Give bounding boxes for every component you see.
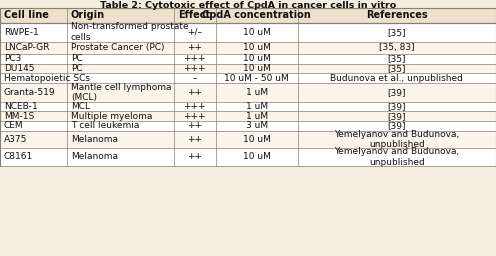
Text: References: References — [366, 10, 428, 20]
Text: A375: A375 — [4, 135, 27, 144]
Text: [35, 83]: [35, 83] — [379, 43, 415, 52]
Text: MCL: MCL — [71, 102, 90, 111]
Text: Non-transformed prostate
cells: Non-transformed prostate cells — [71, 22, 188, 42]
Text: [39]: [39] — [387, 121, 406, 131]
Bar — [0, 54, 496, 64]
Text: Melanoma: Melanoma — [71, 152, 118, 162]
Text: PC: PC — [71, 64, 82, 73]
Text: –: – — [192, 74, 197, 83]
Text: ++: ++ — [187, 152, 202, 162]
Bar — [0, 148, 496, 166]
Text: Granta-519: Granta-519 — [4, 88, 56, 97]
Bar — [0, 111, 496, 121]
Text: 10 uM: 10 uM — [243, 64, 271, 73]
Text: 1 uM: 1 uM — [246, 112, 268, 121]
Text: +++: +++ — [184, 102, 206, 111]
Text: ++: ++ — [187, 135, 202, 144]
Text: Yemelyanov and Budunova,
unpublished: Yemelyanov and Budunova, unpublished — [334, 130, 459, 150]
Bar — [0, 102, 496, 111]
Bar — [0, 131, 496, 148]
Bar — [0, 73, 496, 83]
Text: CEM: CEM — [4, 121, 24, 131]
Text: Prostate Cancer (PC): Prostate Cancer (PC) — [71, 43, 165, 52]
Text: [39]: [39] — [387, 88, 406, 97]
Text: NCEB-1: NCEB-1 — [4, 102, 38, 111]
Text: ++: ++ — [187, 88, 202, 97]
Text: C8161: C8161 — [4, 152, 33, 162]
Text: +++: +++ — [184, 54, 206, 63]
Text: PC3: PC3 — [4, 54, 21, 63]
Text: Effect: Effect — [179, 10, 211, 20]
Text: Multiple myeloma: Multiple myeloma — [71, 112, 152, 121]
Text: Cell line: Cell line — [4, 10, 49, 20]
Text: Mantle cell lymphoma
(MCL): Mantle cell lymphoma (MCL) — [71, 82, 172, 102]
Text: 3 uM: 3 uM — [246, 121, 268, 131]
Text: RWPE-1: RWPE-1 — [4, 28, 39, 37]
Text: Melanoma: Melanoma — [71, 135, 118, 144]
Text: [35]: [35] — [387, 28, 406, 37]
Text: 10 uM: 10 uM — [243, 43, 271, 52]
Text: PC: PC — [71, 54, 82, 63]
Text: ++: ++ — [187, 43, 202, 52]
Text: DU145: DU145 — [4, 64, 34, 73]
Text: +++: +++ — [184, 64, 206, 73]
Text: LNCaP-GR: LNCaP-GR — [4, 43, 50, 52]
Text: 10 uM: 10 uM — [243, 152, 271, 162]
Text: T cell leukemia: T cell leukemia — [71, 121, 139, 131]
Text: Budunova et al., unpublished: Budunova et al., unpublished — [330, 74, 463, 83]
Text: Origin: Origin — [71, 10, 105, 20]
Bar — [0, 8, 496, 23]
Text: +/–: +/– — [187, 28, 202, 37]
Text: +++: +++ — [184, 112, 206, 121]
Text: ++: ++ — [187, 121, 202, 131]
Text: Table 2: Cytotoxic effect of CpdA in cancer cells in vitro: Table 2: Cytotoxic effect of CpdA in can… — [100, 1, 396, 10]
Text: [39]: [39] — [387, 102, 406, 111]
Bar — [0, 64, 496, 73]
Text: 1 uM: 1 uM — [246, 102, 268, 111]
Text: MM-1S: MM-1S — [4, 112, 34, 121]
Bar — [0, 121, 496, 131]
Bar — [0, 83, 496, 102]
Text: 10 uM: 10 uM — [243, 54, 271, 63]
Text: 1 uM: 1 uM — [246, 88, 268, 97]
Text: [35]: [35] — [387, 54, 406, 63]
Text: CpdA concentration: CpdA concentration — [202, 10, 311, 20]
Bar — [0, 23, 496, 42]
Text: Hematopoietic SCs: Hematopoietic SCs — [4, 74, 90, 83]
Text: [39]: [39] — [387, 112, 406, 121]
Text: [35]: [35] — [387, 64, 406, 73]
Bar — [0, 42, 496, 54]
Text: 10 uM: 10 uM — [243, 28, 271, 37]
Text: 10 uM - 50 uM: 10 uM - 50 uM — [224, 74, 289, 83]
Text: Yemelyanov and Budunova,
unpublished: Yemelyanov and Budunova, unpublished — [334, 147, 459, 167]
Text: 10 uM: 10 uM — [243, 135, 271, 144]
